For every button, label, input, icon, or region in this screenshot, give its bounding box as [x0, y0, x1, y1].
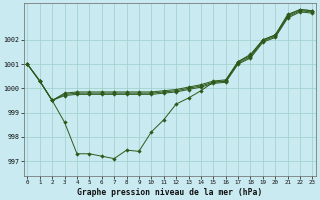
X-axis label: Graphe pression niveau de la mer (hPa): Graphe pression niveau de la mer (hPa) [77, 188, 262, 197]
